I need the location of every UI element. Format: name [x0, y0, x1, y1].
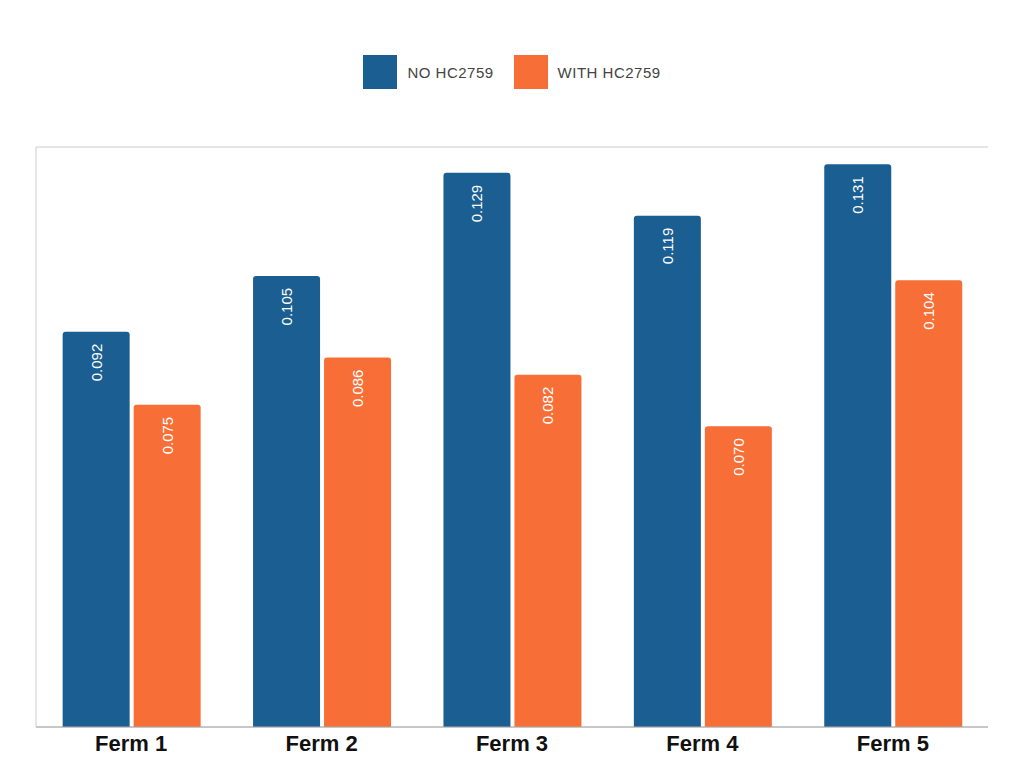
svg-text:0.082: 0.082 — [539, 387, 556, 425]
html-text:NO HC2759: NO HC2759 — [407, 63, 494, 81]
svg-text:Ferm 4: Ferm 4 — [666, 731, 739, 756]
svg-text:0.129: 0.129 — [468, 185, 485, 223]
svg-text:0.070: 0.070 — [730, 438, 747, 476]
svg-text:Ferm 1: Ferm 1 — [95, 731, 167, 756]
svg-text:0.086: 0.086 — [349, 370, 366, 408]
svg-text:Ferm 3: Ferm 3 — [476, 731, 548, 756]
svg-text:0.104: 0.104 — [920, 292, 937, 330]
html-text:WITH HC2759: WITH HC2759 — [557, 63, 661, 81]
svg-text:0.092: 0.092 — [88, 344, 105, 382]
svg-text:0.075: 0.075 — [159, 417, 176, 455]
svg-text:Ferm 5: Ferm 5 — [857, 731, 929, 756]
svg-text:0.119: 0.119 — [659, 228, 676, 264]
svg-text:0.105: 0.105 — [278, 288, 295, 326]
svg-text:0.131: 0.131 — [849, 176, 866, 214]
svg-text:Ferm 2: Ferm 2 — [286, 731, 358, 756]
